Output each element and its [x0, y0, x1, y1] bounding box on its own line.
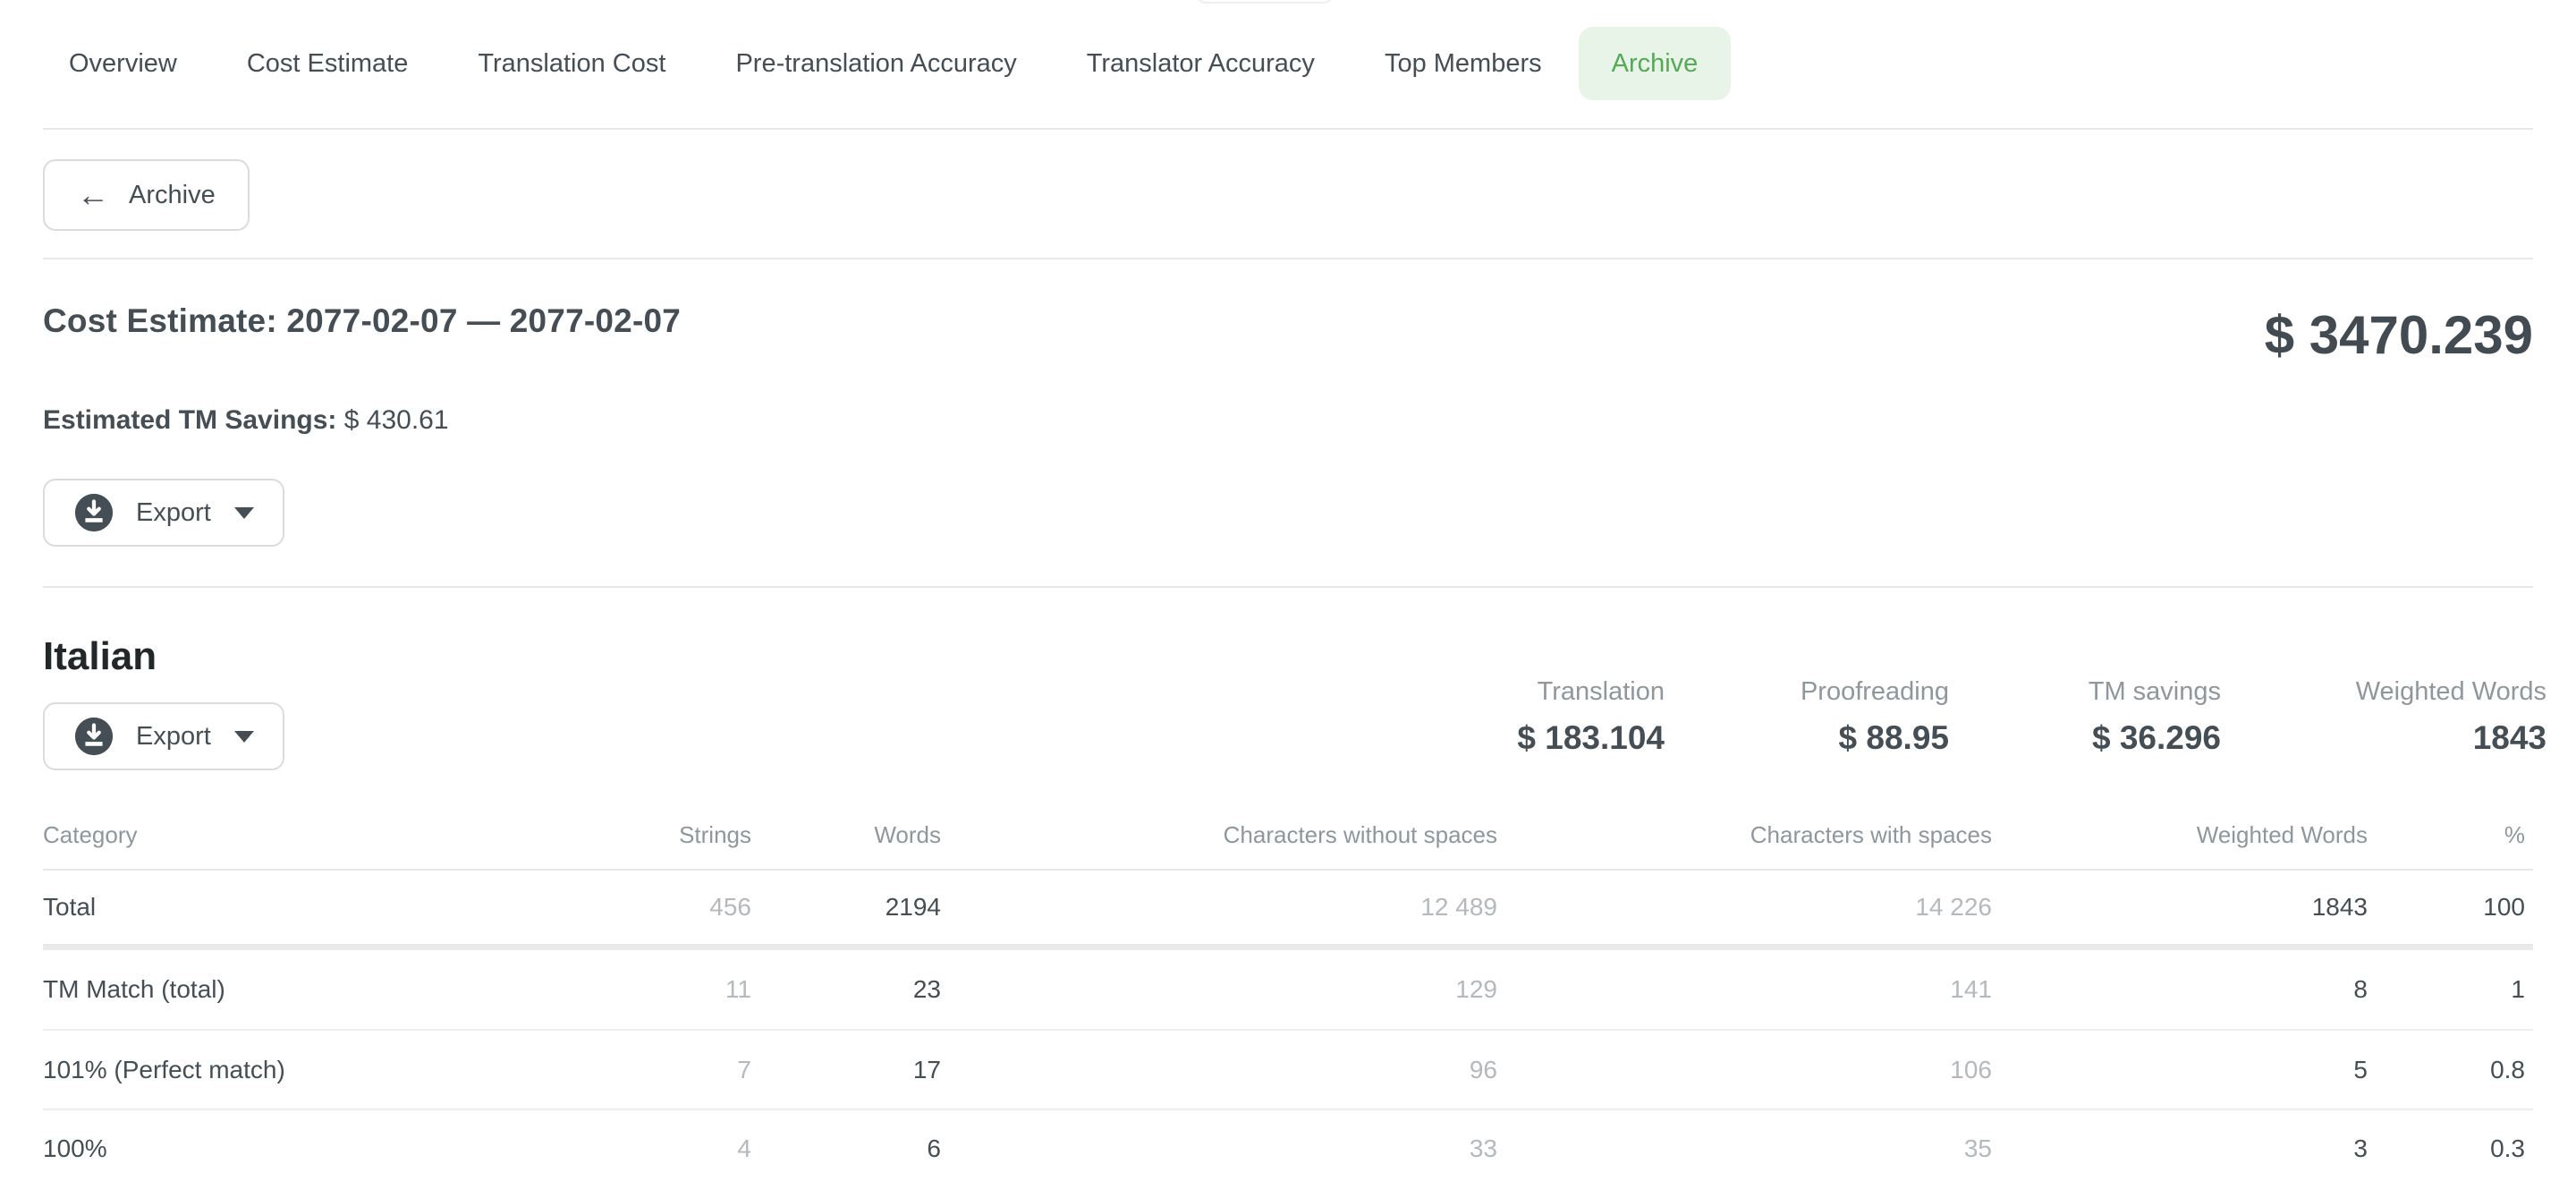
estimated-tm-savings: Estimated TM Savings: $ 430.61: [43, 405, 2533, 436]
cell-chars-without-spaces: 96: [1469, 1055, 1497, 1083]
page-title: Cost Estimate: 2077-02-07 — 2077-02-07: [43, 302, 682, 339]
cell-strings: 11: [724, 975, 751, 1003]
tm-savings-amount: $ 430.61: [343, 405, 449, 435]
tabbar-divider: [43, 128, 2533, 130]
stat-label: Proofreading: [1800, 677, 1949, 706]
stat-translation: Translation $ 183.104: [1396, 677, 1665, 757]
report-tabs: Overview Cost Estimate Translation Cost Pre…: [0, 0, 2576, 100]
cutoff-popover-edge: [1197, 0, 1333, 4]
chevron-down-icon: [233, 506, 254, 519]
stat-value: $ 88.95: [1838, 719, 1949, 756]
back-to-archive-button[interactable]: ← Archive: [43, 159, 250, 231]
language-name: Italian: [43, 634, 157, 678]
tab-overview[interactable]: Overview: [69, 49, 177, 78]
column-header-characters-with-spaces: Characters with spaces: [1750, 821, 1992, 848]
cost-estimate-summary: Cost Estimate: 2077-02-07 — 2077-02-07 $…: [0, 259, 2576, 547]
stat-value: $ 36.296: [2091, 719, 2221, 756]
cell-words: 6: [927, 1134, 941, 1162]
export-button[interactable]: Export: [43, 479, 284, 547]
column-header-characters-without-spaces: Characters without spaces: [1223, 821, 1497, 848]
language-export-button[interactable]: Export: [43, 702, 284, 770]
language-section: Italian Export Translation $ 183.104 Proof…: [0, 588, 2576, 770]
cell-chars-with-spaces: 14 226: [1915, 893, 1992, 921]
thick-row-divider: [43, 944, 2533, 950]
cell-words: 23: [912, 975, 941, 1003]
table-row: 100% 4 6 33 35 3 0.3: [43, 1110, 2533, 1181]
cell-chars-with-spaces: 141: [1950, 975, 1992, 1003]
table-row: 101% (Perfect match) 7 17 96 106 5 0.8: [43, 1031, 2533, 1110]
table-body: Total 456 2194 12 489 14 226 1843 100 TM Match …: [43, 871, 2533, 1181]
stat-label: Translation: [1537, 677, 1665, 706]
cell-chars-with-spaces: 35: [1963, 1134, 1992, 1162]
export-button-label: Export: [136, 497, 211, 527]
stat-weighted-words: Weighted Words 1843: [2221, 677, 2546, 757]
tab-top-members[interactable]: Top Members: [1384, 49, 1542, 78]
cell-words: 17: [912, 1055, 941, 1083]
tab-archive[interactable]: Archive: [1578, 27, 1732, 100]
stat-proofreading: Proofreading $ 88.95: [1665, 677, 1949, 757]
tab-translator-accuracy[interactable]: Translator Accuracy: [1086, 49, 1315, 78]
back-button-label: Archive: [129, 180, 216, 209]
cell-percent: 1: [2511, 975, 2525, 1003]
cell-strings: 4: [737, 1134, 751, 1162]
section-divider: [43, 258, 2533, 259]
cell-weighted-words: 8: [2353, 975, 2368, 1003]
language-stats: Translation $ 183.104 Proofreading $ 88.95 T…: [1396, 677, 2546, 757]
cell-chars-without-spaces: 12 489: [1420, 893, 1497, 921]
tab-translation-cost[interactable]: Translation Cost: [478, 49, 666, 78]
stat-label: TM savings: [2088, 677, 2221, 706]
stat-label: Weighted Words: [2355, 677, 2546, 706]
chevron-down-icon: [233, 730, 254, 743]
column-header-category: Category: [43, 821, 138, 848]
stat-value: $ 183.104: [1517, 719, 1665, 756]
cell-strings: 456: [709, 893, 751, 921]
table-row: Total 456 2194 12 489 14 226 1843 100: [43, 871, 2533, 944]
tab-pre-translation-accuracy[interactable]: Pre-translation Accuracy: [735, 49, 1017, 78]
column-header-strings: Strings: [679, 821, 751, 848]
cell-weighted-words: 3: [2353, 1134, 2368, 1162]
tab-cost-estimate[interactable]: Cost Estimate: [246, 49, 409, 78]
table-row: TM Match (total) 11 23 129 141 8 1: [43, 950, 2533, 1031]
column-header--: %: [2504, 821, 2525, 848]
arrow-left-icon: ←: [77, 176, 109, 213]
cell-percent: 100: [2483, 893, 2525, 921]
cell-strings: 7: [737, 1055, 751, 1083]
cell-percent: 0.8: [2490, 1055, 2525, 1083]
cost-breakdown-table: Category Strings Words Characters without s…: [43, 802, 2533, 1181]
cell-category: 101% (Perfect match): [43, 1055, 285, 1083]
cell-category: Total: [43, 893, 97, 921]
cell-category: TM Match (total): [43, 975, 225, 1003]
cell-chars-without-spaces: 33: [1469, 1134, 1497, 1162]
section-divider: [43, 586, 2533, 588]
cell-percent: 0.3: [2490, 1134, 2525, 1162]
grand-total-amount: $ 3470.239: [2264, 305, 2533, 365]
export-button-label: Export: [136, 721, 211, 751]
cell-words: 2194: [885, 893, 941, 921]
cell-weighted-words: 5: [2353, 1055, 2368, 1083]
stat-tm-savings: TM savings $ 36.296: [1949, 677, 2221, 757]
cell-chars-without-spaces: 129: [1455, 975, 1497, 1003]
column-header-words: Words: [874, 821, 941, 848]
download-icon: [74, 493, 114, 532]
cell-category: 100%: [43, 1134, 107, 1162]
table-header-row: Category Strings Words Characters without s…: [43, 802, 2533, 871]
tm-savings-label: Estimated TM Savings:: [43, 405, 337, 435]
download-icon: [74, 717, 114, 756]
cell-chars-with-spaces: 106: [1950, 1055, 1992, 1083]
cell-weighted-words: 1843: [2311, 893, 2368, 921]
stat-value: 1843: [2472, 719, 2546, 756]
column-header-weighted-words: Weighted Words: [2196, 821, 2368, 848]
